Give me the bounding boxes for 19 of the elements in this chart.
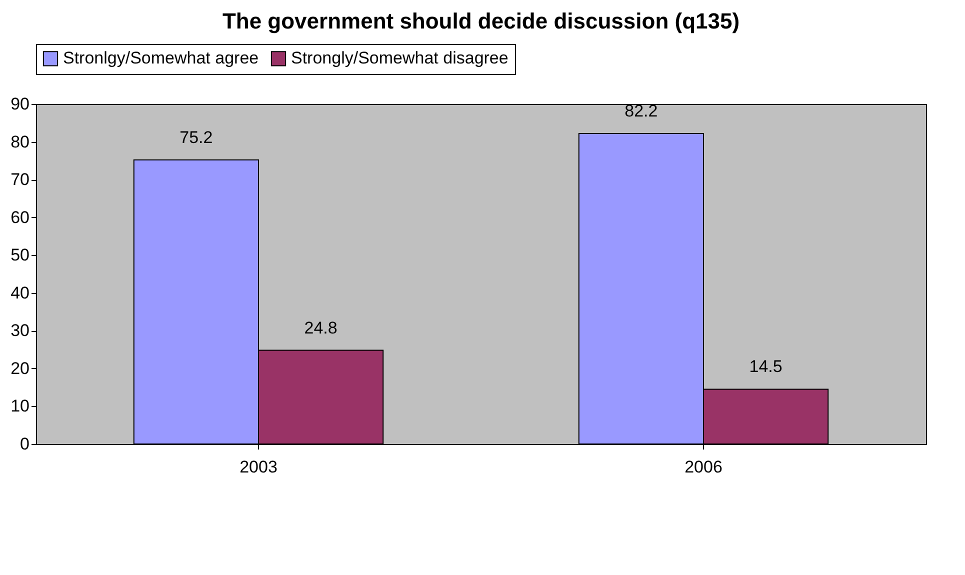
y-tick-label: 30 (10, 321, 30, 340)
y-tick-label: 90 (10, 94, 30, 114)
data-label: 75.2 (180, 128, 213, 147)
data-label: 14.5 (749, 357, 782, 376)
data-label: 82.2 (624, 101, 658, 120)
x-tick-label: 2003 (240, 458, 278, 476)
x-tick-label: 2006 (684, 458, 722, 476)
y-tick-label: 40 (10, 283, 30, 302)
legend-label: Stronlgy/Somewhat agree (63, 48, 259, 68)
y-tick-label: 70 (10, 170, 30, 190)
y-tick-label: 10 (10, 396, 30, 416)
y-tick-label: 80 (10, 132, 30, 152)
legend-label: Strongly/Somewhat disagree (291, 48, 508, 68)
chart-title: The government should decide discussion (q135) (222, 8, 740, 34)
y-tick-label: 50 (10, 246, 30, 265)
y-tick-label: 60 (10, 208, 30, 227)
data-label: 24.8 (304, 318, 338, 338)
y-tick-label: 20 (10, 358, 30, 378)
y-tick-label: 0 (20, 434, 30, 454)
